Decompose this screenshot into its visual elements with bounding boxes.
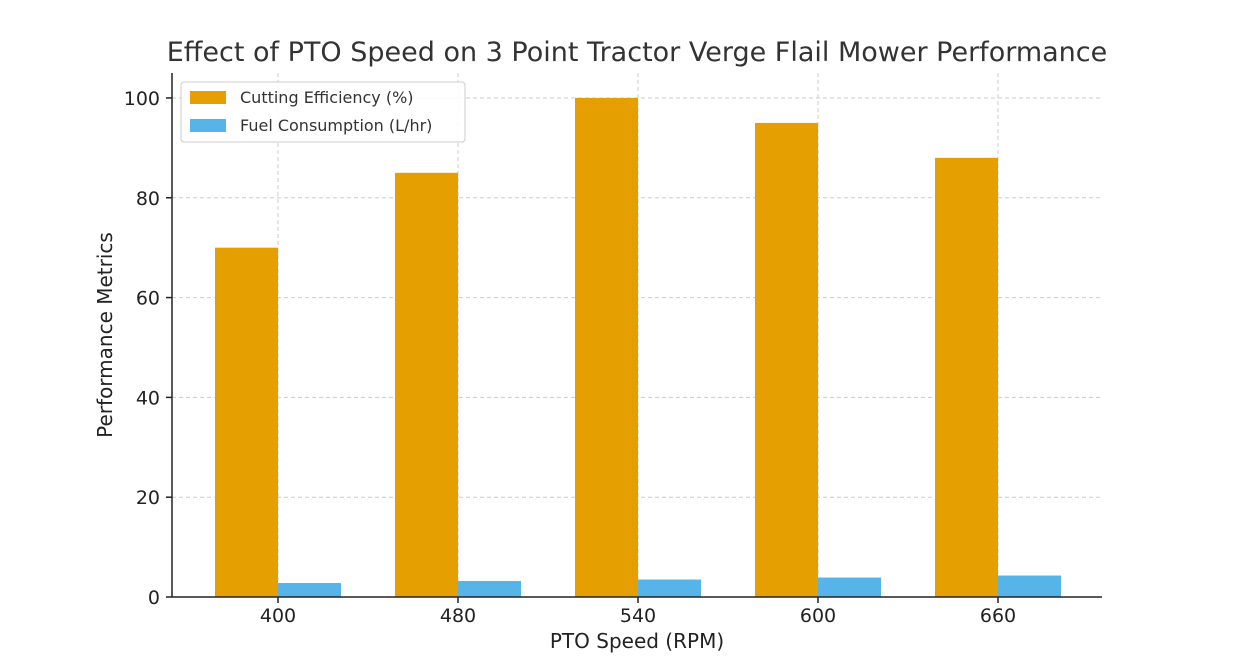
legend-swatch-fuel-consumption: [190, 119, 226, 132]
x-tick-label: 480: [440, 605, 476, 627]
bar-cutting-efficiency: [575, 97, 638, 597]
y-tick-label: 0: [148, 587, 160, 609]
bar-fuel-consumption: [998, 575, 1061, 597]
y-tick-label: 40: [136, 387, 160, 409]
y-tick-label: 20: [136, 487, 160, 509]
bar-fuel-consumption: [638, 579, 701, 597]
axes: [171, 73, 1102, 598]
bar-fuel-consumption: [818, 577, 881, 597]
y-axis-label: Performance Metrics: [93, 232, 117, 438]
x-tick-label: 600: [800, 605, 836, 627]
bar-cutting-efficiency: [935, 157, 998, 598]
bar-cutting-efficiency: [215, 247, 278, 597]
legend-swatch-cutting-efficiency: [190, 91, 226, 104]
legend: Cutting Efficiency (%) Fuel Consumption …: [180, 81, 466, 143]
chart-title: Effect of PTO Speed on 3 Point Tractor V…: [167, 37, 1108, 68]
x-tick-label: 540: [620, 605, 656, 627]
y-tick-label: 60: [136, 288, 160, 310]
legend-label-cutting-efficiency: Cutting Efficiency (%): [240, 88, 414, 107]
x-axis-label: PTO Speed (RPM): [550, 629, 724, 653]
legend-frame: [180, 81, 466, 143]
bar-fuel-consumption: [278, 583, 341, 597]
y-tick-label: 100: [124, 88, 160, 110]
x-tick-label: 660: [980, 605, 1016, 627]
bar-cutting-efficiency: [755, 122, 818, 598]
x-tick-label: 400: [260, 605, 296, 627]
ticks: 0 20 40 60 80 100 400 480 540 600 660: [124, 88, 1016, 627]
y-tick-label: 80: [136, 188, 160, 210]
bar-cutting-efficiency: [395, 172, 458, 598]
bar-fuel-consumption: [458, 581, 521, 597]
bars: [215, 97, 1061, 598]
legend-label-fuel-consumption: Fuel Consumption (L/hr): [240, 116, 432, 135]
